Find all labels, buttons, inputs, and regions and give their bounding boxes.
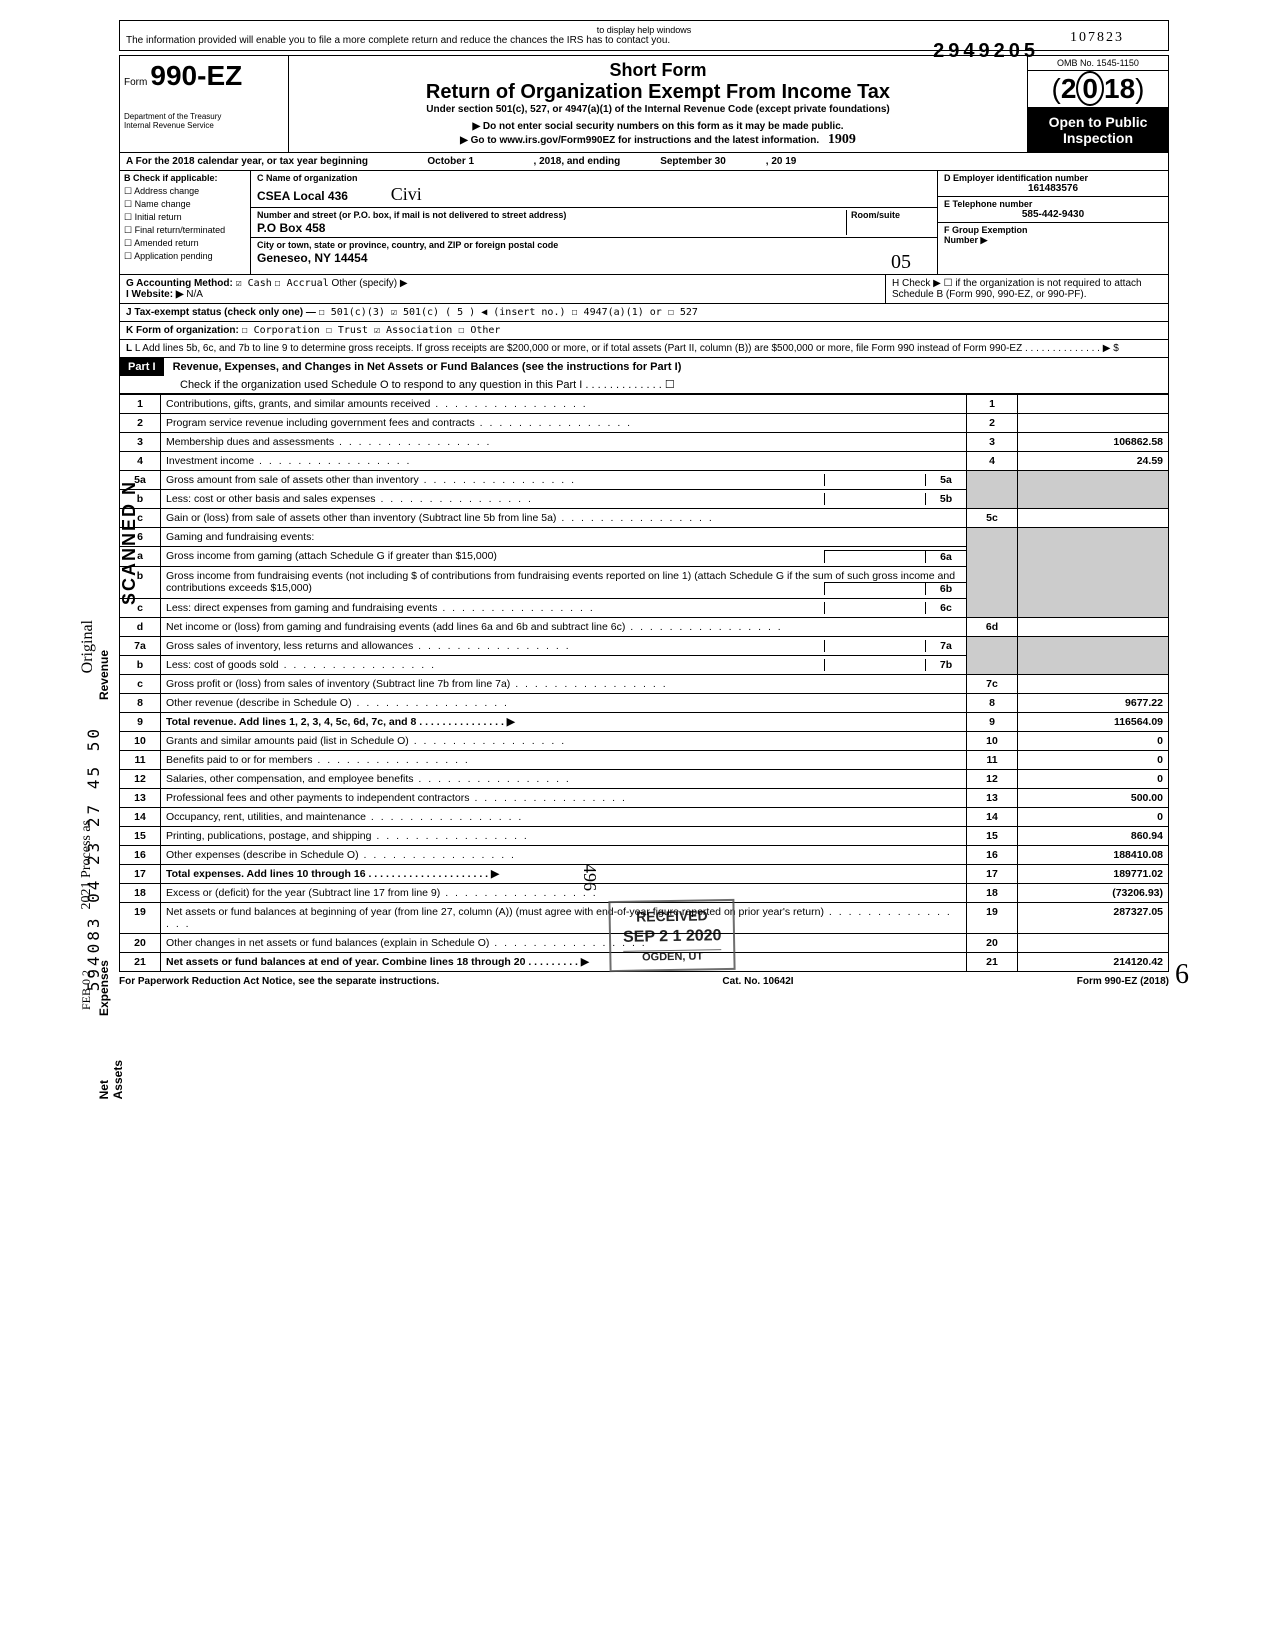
col-de: D Employer identification number 1614835…	[938, 171, 1168, 274]
part1-header: Part I Revenue, Expenses, and Changes in…	[119, 358, 1169, 394]
side-netassets: Net Assets	[97, 1060, 125, 1099]
lines-table: 1Contributions, gifts, grants, and simil…	[119, 394, 1169, 972]
header-center: Short Form Return of Organization Exempt…	[289, 56, 1027, 152]
side-revenue: Revenue	[97, 650, 111, 700]
col-c-org: C Name of organization CSEA Local 436 Ci…	[251, 171, 938, 274]
row-j: J Tax-exempt status (check only one) — ☐…	[120, 304, 1168, 321]
row-l: L L Add lines 5b, 6c, and 7b to line 9 t…	[120, 340, 1168, 357]
row-h: H Check ▶ ☐ if the organization is not r…	[886, 275, 1168, 303]
chk-pending[interactable]: Application pending	[120, 250, 250, 263]
chk-initial[interactable]: Initial return	[120, 211, 250, 224]
row-a: A For the 2018 calendar year, or tax yea…	[119, 153, 1169, 171]
header-right: OMB No. 1545-1150 (2018) Open to Public …	[1027, 56, 1168, 152]
row-g-i: G Accounting Method: ☑ Cash ☐ Accrual Ot…	[120, 275, 886, 303]
hand-496: 496	[579, 864, 600, 891]
chk-final[interactable]: Final return/terminated	[120, 224, 250, 237]
omb-stamp-num: 107823	[1070, 30, 1124, 46]
stamp-number: 2949205	[933, 40, 1039, 63]
header-left: Form 990-EZ Department of the Treasury I…	[120, 56, 289, 152]
chk-amended[interactable]: Amended return	[120, 237, 250, 250]
hand-6: 6	[1175, 959, 1189, 991]
side-numbers: 594083 04 23 27 45 50	[84, 726, 103, 991]
chk-address[interactable]: Address change	[120, 185, 250, 198]
handwrite-original: Original	[79, 620, 97, 673]
received-stamp: RECEIVED SEP 2 1 2020 OGDEN, UT	[608, 899, 736, 972]
footer: For Paperwork Reduction Act Notice, see …	[119, 972, 1169, 991]
scanned-stamp: SCANNED N	[119, 480, 140, 605]
chk-name[interactable]: Name change	[120, 198, 250, 211]
row-k: K Form of organization: ☐ Corporation ☐ …	[120, 322, 1168, 339]
col-b-checkboxes: B Check if applicable: Address change Na…	[120, 171, 251, 274]
